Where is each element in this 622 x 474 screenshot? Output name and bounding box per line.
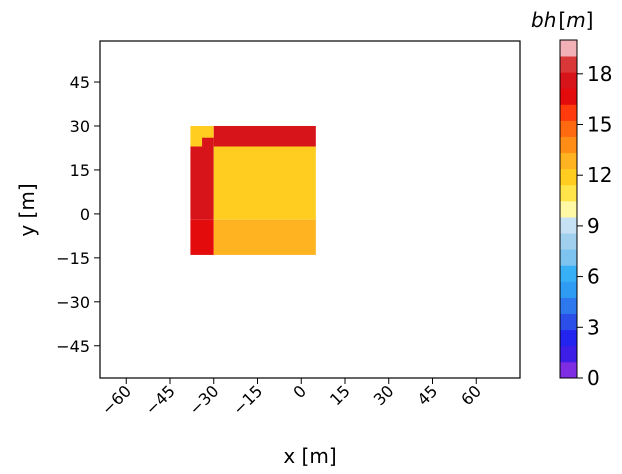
colorbar-segment [560,152,577,170]
x-tick-label: 15 [326,381,354,409]
y-tick-label: −45 [56,337,90,356]
x-tick-label: −45 [142,381,179,418]
colorbar-tick-label: 0 [587,366,600,390]
y-axis-label: y [m] [15,183,39,236]
colorbar-segment [560,265,577,282]
colorbar-segment [560,281,577,298]
colorbar-tick-label: 15 [587,113,612,137]
colorbar-segment [560,72,577,89]
x-tick-label: −60 [98,381,135,418]
plot-area [99,40,521,379]
x-tick-label: −15 [229,381,266,418]
colorbar-segment [560,40,577,57]
colorbar-tick-label: 18 [587,62,612,86]
heatmap-cell [190,146,214,220]
x-tick-label: 45 [413,381,441,409]
colorbar-segment [560,200,577,218]
colorbar-tick-label: 3 [587,315,600,339]
colorbar-label-unit: m [566,8,585,32]
colorbar-segment [560,120,577,137]
y-axis-ticks: 45 30 15 0 −15 −30 −45 [56,73,100,356]
heatmap-cell [213,146,316,220]
colorbar-segment [560,217,577,234]
colorbar-segment [560,184,577,202]
y-tick-label: 30 [70,117,90,136]
y-tick-label: −30 [56,293,90,312]
x-tick-label: −30 [185,381,222,418]
x-tick-label: 60 [457,381,485,409]
colorbar-segment [560,361,577,379]
heatmap-cells [190,125,316,255]
y-tick-label: 0 [80,205,90,224]
colorbar-segment [560,136,577,154]
heatmap-cell [190,219,214,255]
heatmap-cell [213,125,316,147]
y-tick-label: 45 [70,73,90,92]
colorbar-tick-label: 9 [587,214,600,238]
colorbar-tick-label: 12 [587,163,612,187]
colorbar-label: bh [m] [531,8,593,32]
heatmap-cell [213,219,316,255]
colorbar-tick-label: 6 [587,265,600,289]
colorbar-segment [560,313,577,331]
x-axis-label: x [m] [283,444,336,468]
colorbar-segment [560,297,577,315]
colorbar-segment [560,88,577,105]
colorbar-segment [560,249,577,266]
x-axis-ticks: −60 −45 −30 −15 0 15 30 45 60 [98,378,485,419]
colorbar-segment [560,329,577,347]
x-tick-label: 0 [289,381,310,402]
x-tick-label: 30 [370,381,398,409]
colorbar-segment [560,345,577,363]
colorbar [559,39,578,379]
y-tick-label: 15 [70,161,90,180]
colorbar-segment [560,104,577,121]
heatmap-cell [202,137,214,147]
colorbar-ticks: 0 3 6 9 12 15 18 [577,62,612,390]
colorbar-segment [560,56,577,73]
colorbar-segment [560,233,577,250]
colorbar-segment [560,168,577,186]
colorbar-label-var: bh [531,8,556,32]
colorbar-frame [559,39,578,379]
y-tick-label: −15 [56,249,90,268]
